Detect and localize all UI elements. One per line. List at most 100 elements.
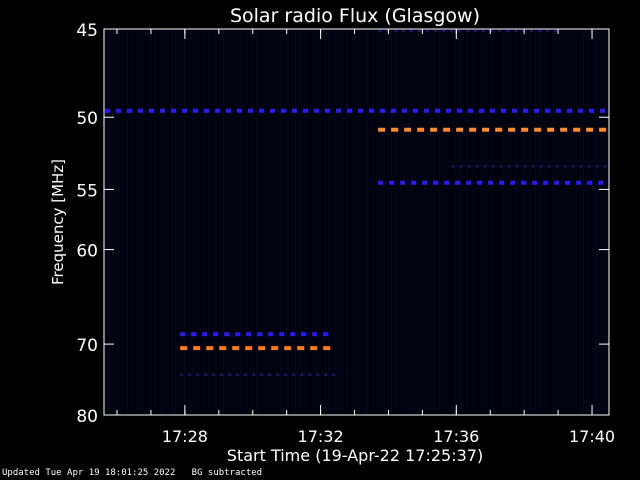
band-segment-medium bbox=[400, 180, 406, 185]
noise-streak bbox=[394, 30, 395, 414]
y-tick-label: 80 bbox=[76, 407, 98, 427]
band-segment-medium bbox=[435, 108, 440, 113]
band-segment-medium bbox=[347, 108, 352, 113]
noise-streak bbox=[199, 30, 200, 414]
band-segment-medium bbox=[378, 180, 384, 185]
noise-streak bbox=[337, 30, 338, 414]
band-segment-faint bbox=[402, 29, 406, 32]
noise-streak bbox=[535, 30, 536, 414]
band-segment-faint bbox=[499, 165, 503, 168]
noise-streak bbox=[286, 30, 287, 414]
noise-streak bbox=[112, 30, 113, 414]
band-segment-medium bbox=[105, 108, 110, 113]
band-segment-faint bbox=[523, 165, 527, 168]
band-segment-faint bbox=[458, 29, 462, 32]
band-segment-faint bbox=[515, 165, 519, 168]
band-segment-faint bbox=[451, 165, 455, 168]
band-segment-medium bbox=[325, 108, 330, 113]
noise-streak bbox=[295, 30, 296, 414]
band-segment-medium bbox=[576, 180, 582, 185]
plot-background bbox=[104, 29, 609, 415]
band-segment-medium bbox=[301, 332, 307, 337]
noise-streak bbox=[184, 30, 185, 414]
band-segment-medium bbox=[213, 332, 219, 337]
noise-streak bbox=[217, 30, 218, 414]
noise-streak bbox=[142, 30, 143, 414]
band-segment-medium bbox=[466, 180, 472, 185]
band-segment-faint bbox=[514, 29, 518, 32]
noise-streak bbox=[262, 30, 263, 414]
noise-streak bbox=[514, 30, 515, 414]
band-segment-faint bbox=[244, 373, 248, 376]
noise-streak bbox=[118, 30, 119, 414]
noise-streak bbox=[223, 30, 224, 414]
band-segment-medium bbox=[600, 108, 605, 113]
band-segment-faint bbox=[490, 29, 494, 32]
noise-streak bbox=[238, 30, 239, 414]
noise-streak bbox=[406, 30, 407, 414]
band-segment-medium bbox=[422, 180, 428, 185]
band-segment-faint bbox=[236, 373, 240, 376]
y-tick-label: 50 bbox=[76, 109, 98, 129]
noise-streak bbox=[517, 30, 518, 414]
y-tick-label: 60 bbox=[76, 242, 98, 262]
band-segment-medium bbox=[523, 108, 528, 113]
band-segment-faint bbox=[418, 29, 422, 32]
band-segment-faint bbox=[426, 29, 430, 32]
noise-streak bbox=[124, 30, 125, 414]
band-segment-faint bbox=[507, 165, 511, 168]
noise-streak bbox=[397, 30, 398, 414]
noise-streak bbox=[205, 30, 206, 414]
band-segment-medium bbox=[488, 180, 494, 185]
noise-streak bbox=[520, 30, 521, 414]
band-segment-strong bbox=[284, 346, 292, 351]
band-segment-faint bbox=[196, 373, 200, 376]
noise-streak bbox=[436, 30, 437, 414]
noise-streak bbox=[349, 30, 350, 414]
band-segment-medium bbox=[567, 108, 572, 113]
band-segment-faint bbox=[475, 165, 479, 168]
noise-streak bbox=[364, 30, 365, 414]
noise-streak bbox=[367, 30, 368, 414]
noise-streak bbox=[562, 30, 563, 414]
noise-streak bbox=[232, 30, 233, 414]
band-segment-medium bbox=[455, 180, 461, 185]
noise-streak bbox=[280, 30, 281, 414]
noise-streak bbox=[301, 30, 302, 414]
band-segment-faint bbox=[284, 373, 288, 376]
band-segment-medium bbox=[224, 332, 230, 337]
band-segment-medium bbox=[532, 180, 538, 185]
band-segment-medium bbox=[391, 108, 396, 113]
x-axis-label: Start Time (19-Apr-22 17:25:37) bbox=[227, 446, 483, 465]
band-segment-medium bbox=[534, 108, 539, 113]
noise-streak bbox=[361, 30, 362, 414]
band-segment-faint bbox=[579, 165, 583, 168]
noise-streak bbox=[421, 30, 422, 414]
noise-streak bbox=[487, 30, 488, 414]
axis-ticks: 45 50 55 60 70 80 17:28 17:32 17:36 17:40 bbox=[76, 21, 615, 446]
band-segment-medium bbox=[554, 180, 560, 185]
band-segment-faint bbox=[220, 373, 224, 376]
noise-streak bbox=[547, 30, 548, 414]
band-segment-medium bbox=[578, 108, 583, 113]
band-segment-strong bbox=[297, 346, 305, 351]
noise-streak bbox=[178, 30, 179, 414]
noise-streak bbox=[169, 30, 170, 414]
footer: Updated Tue Apr 19 18:01:25 2022 BG subt… bbox=[2, 468, 262, 478]
noise-streak bbox=[379, 30, 380, 414]
noise-streak bbox=[292, 30, 293, 414]
band-segment-faint bbox=[434, 29, 438, 32]
band-segment-faint bbox=[466, 29, 470, 32]
band-segment-faint bbox=[300, 373, 304, 376]
noise-streak bbox=[529, 30, 530, 414]
noise-streak bbox=[319, 30, 320, 414]
x-tick-label: 17:32 bbox=[298, 427, 344, 446]
noise-streak bbox=[481, 30, 482, 414]
band-segment-faint bbox=[228, 373, 232, 376]
band-segment-medium bbox=[521, 180, 527, 185]
band-segment-faint bbox=[324, 373, 328, 376]
band-segment-medium bbox=[226, 108, 231, 113]
bg-note: BG subtracted bbox=[191, 468, 263, 478]
noise-streak bbox=[253, 30, 254, 414]
y-tick-label: 70 bbox=[76, 336, 98, 356]
